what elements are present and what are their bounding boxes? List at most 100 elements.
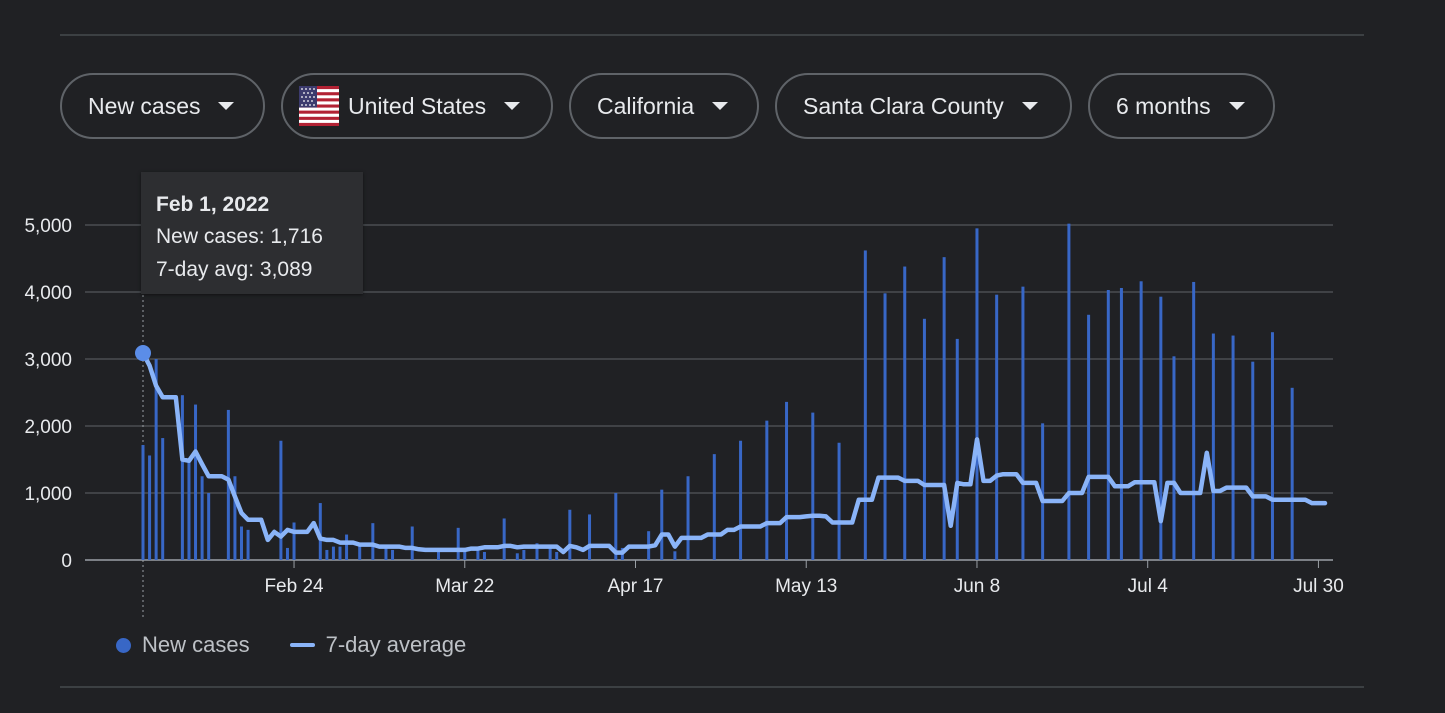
county-dropdown[interactable]: Santa Clara County	[775, 73, 1072, 139]
bar	[246, 529, 250, 560]
bar	[410, 526, 414, 560]
bar	[391, 549, 395, 560]
bar	[437, 551, 440, 560]
bar	[863, 250, 867, 560]
legend-new-cases-label: New cases	[142, 632, 250, 657]
us-flag-icon	[299, 86, 339, 126]
bar	[712, 454, 716, 560]
bar	[200, 476, 204, 560]
bar	[1172, 356, 1176, 560]
bar	[903, 266, 907, 560]
bar	[279, 440, 283, 560]
bar	[154, 359, 158, 560]
bar	[1159, 296, 1163, 560]
time-range-dropdown-label: 6 months	[1116, 92, 1211, 119]
bar	[318, 503, 322, 560]
y-tick-label: 1,000	[24, 484, 72, 505]
bar	[883, 293, 887, 560]
metric-dropdown-label: New cases	[88, 92, 201, 119]
chart-tooltip: Feb 1, 2022 New cases: 1,716 7-day avg: …	[141, 172, 363, 294]
y-tick-label: 4,000	[24, 283, 72, 304]
chevron-down-icon	[712, 102, 729, 110]
metric-dropdown[interactable]: New cases	[60, 73, 265, 139]
bar	[325, 549, 329, 560]
time-range-dropdown[interactable]: 6 months	[1088, 73, 1275, 139]
bar	[1251, 361, 1255, 560]
county-dropdown-label: Santa Clara County	[803, 92, 1004, 119]
state-dropdown[interactable]: California	[569, 73, 759, 139]
x-tick-label: Feb 24	[264, 576, 324, 597]
bar	[548, 544, 552, 560]
x-tick-label: Jul 4	[1128, 576, 1169, 597]
bar	[1041, 423, 1045, 560]
y-axis: 0 1,000 2,000 3,000 4,000 5,000	[24, 216, 72, 572]
bar	[975, 228, 979, 560]
bar	[1211, 333, 1215, 560]
bar	[1192, 281, 1196, 560]
bar	[555, 551, 559, 560]
bar	[765, 420, 769, 560]
bar	[955, 338, 959, 560]
bar	[463, 551, 467, 560]
bar	[148, 455, 152, 560]
tooltip-new-cases: New cases: 1,716	[156, 225, 323, 248]
top-divider	[60, 34, 1364, 36]
bar	[922, 318, 926, 560]
bar	[161, 438, 165, 560]
line-7-day-average	[140, 350, 1328, 555]
chevron-down-icon	[504, 102, 521, 110]
bar	[673, 551, 677, 560]
bar	[194, 404, 198, 560]
chart-legend: New cases 7-day average	[116, 632, 506, 658]
chevron-down-icon	[1021, 102, 1038, 110]
highlight-point[interactable]	[135, 345, 151, 362]
bar	[331, 546, 335, 560]
bar	[535, 543, 539, 560]
bar	[482, 551, 486, 560]
bar	[660, 489, 664, 560]
x-tick-label: May 13	[775, 576, 837, 597]
bar	[476, 549, 480, 560]
bar	[338, 546, 342, 560]
cases-chart[interactable]: 0 1,000 2,000 3,000 4,000 5,000 Feb 24 Mar 22 A…	[0, 160, 1445, 620]
bar	[207, 493, 211, 560]
bar	[568, 509, 572, 560]
bar	[384, 546, 388, 560]
bar	[1231, 335, 1235, 560]
bar	[1021, 286, 1025, 560]
bar	[686, 476, 690, 560]
bottom-divider	[60, 686, 1364, 688]
tooltip-date: Feb 1, 2022	[156, 193, 270, 216]
chevron-down-icon	[1228, 102, 1245, 110]
x-tick-label: Jul 30	[1293, 576, 1344, 597]
bar	[811, 412, 815, 560]
y-tick-label: 3,000	[24, 350, 72, 371]
legend-new-cases[interactable]: New cases	[116, 632, 250, 658]
bar	[837, 442, 841, 560]
legend-line-icon	[289, 643, 315, 647]
bar	[292, 522, 296, 560]
tooltip-7-day-avg: 7-day avg: 3,089	[156, 258, 313, 281]
bar	[588, 514, 592, 560]
bar	[141, 445, 145, 560]
bar	[1139, 281, 1143, 560]
bar	[371, 523, 375, 560]
bar	[180, 395, 184, 560]
y-tick-label: 0	[61, 551, 72, 572]
bar	[1270, 332, 1274, 560]
legend-7-day-average-label: 7-day average	[325, 632, 467, 657]
bar	[522, 549, 526, 560]
bar	[345, 534, 349, 560]
bar	[515, 553, 519, 560]
chevron-down-icon	[218, 102, 235, 110]
y-tick-label: 2,000	[24, 417, 72, 438]
country-dropdown[interactable]: United States	[281, 73, 553, 139]
legend-7-day-average[interactable]: 7-day average	[289, 632, 467, 658]
bar	[942, 257, 946, 560]
bar	[1119, 287, 1123, 560]
bar	[456, 527, 460, 560]
x-tick-label: Mar 22	[435, 576, 494, 597]
bar	[187, 459, 191, 560]
country-dropdown-label: United States	[348, 92, 487, 119]
bar	[995, 294, 999, 560]
